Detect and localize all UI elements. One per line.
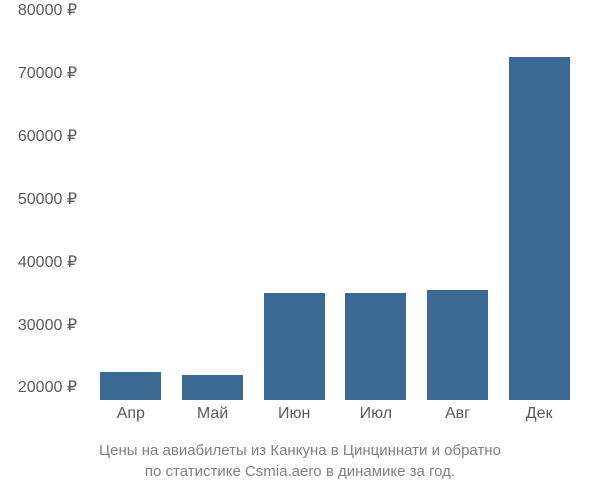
y-tick-label: 40000 ₽ [18,252,77,272]
caption-line-1: Цены на авиабилеты из Канкуна в Цинцинна… [0,440,600,461]
bar [509,57,570,400]
y-axis: 20000 ₽ 30000 ₽ 40000 ₽ 50000 ₽ 60000 ₽ 70000… [0,10,85,400]
x-tick-label: Дек [526,405,553,423]
x-tick-label: Апр [117,405,145,423]
y-tick-label: 30000 ₽ [18,315,77,335]
y-tick-label: 80000 ₽ [18,0,77,20]
bar [427,290,488,400]
y-tick-label: 70000 ₽ [18,63,77,83]
caption-line-2: по статистике Csmia.aero в динамике за г… [0,461,600,482]
bar [264,293,325,400]
chart-plot-area [90,10,580,400]
x-tick-label: Июл [360,405,392,423]
chart-caption: Цены на авиабилеты из Канкуна в Цинцинна… [0,440,600,482]
x-tick-label: Авг [445,405,470,423]
bar [182,375,243,400]
y-tick-label: 60000 ₽ [18,126,77,146]
x-tick-label: Июн [278,405,310,423]
x-tick-label: Май [197,405,228,423]
bar [100,372,161,400]
y-tick-label: 50000 ₽ [18,189,77,209]
bar [345,293,406,400]
x-axis: Апр Май Июн Июл Авг Дек [90,405,580,435]
y-tick-label: 20000 ₽ [18,377,77,397]
bars-container [90,10,580,400]
